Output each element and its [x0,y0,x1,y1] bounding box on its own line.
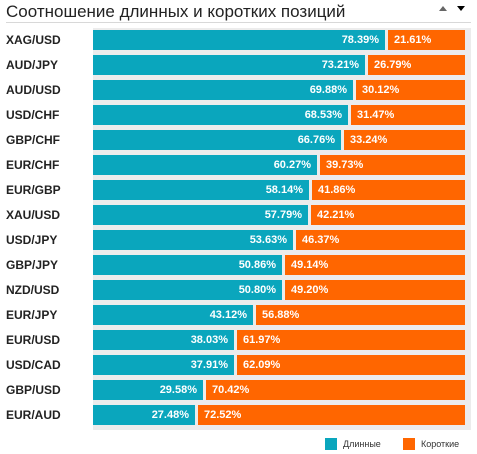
bar-row: XAU/USD 57.79% 42.21% [0,205,470,225]
bar-long: 27.48% [93,405,195,425]
bar-long: 29.58% [93,380,203,400]
category-label: NZD/USD [6,283,60,297]
bar-long: 57.79% [93,205,308,225]
triangle-up-icon[interactable] [437,3,449,14]
bar-short: 41.86% [312,180,465,200]
bar-row: XAG/USD 78.39% 21.61% [0,30,470,50]
category-label: AUD/JPY [6,58,59,72]
bar-row: GBP/CHF 66.76% 33.24% [0,130,470,150]
category-label: XAU/USD [6,208,61,222]
bar-long: 53.63% [93,230,293,250]
bar-long: 68.53% [93,105,348,125]
bar-row: EUR/USD 38.03% 61.97% [0,330,470,350]
bar-short: 49.20% [285,280,465,300]
bar-short: 49.14% [285,255,465,275]
title-divider [6,22,471,23]
bar-row: EUR/CHF 60.27% 39.73% [0,155,470,175]
bar-row: USD/CAD 37.91% 62.09% [0,355,470,375]
bar-long: 43.12% [93,305,253,325]
legend-swatch-short [403,438,415,450]
bar-long: 50.80% [93,280,282,300]
bar-long: 38.03% [93,330,234,350]
legend-label-short: Короткие [421,439,460,449]
category-label: USD/CHF [6,108,60,122]
bar-long: 69.88% [93,80,353,100]
bar-short: 26.79% [368,55,465,75]
legend-swatch-long [325,438,337,450]
bar-long: 50.86% [93,255,282,275]
triangle-down-icon[interactable] [455,3,467,14]
category-label: USD/CAD [6,358,61,372]
category-label: GBP/USD [6,383,61,397]
legend-item-short: Короткие [403,437,459,451]
legend-label-long: Длинные [343,439,381,449]
bar-short: 42.21% [311,205,465,225]
category-label: EUR/USD [6,333,61,347]
category-label: AUD/USD [6,83,61,97]
bar-short: 21.61% [388,30,465,50]
bar-row: AUD/USD 69.88% 30.12% [0,80,470,100]
category-label: EUR/JPY [6,308,58,322]
bar-short: 70.42% [206,380,465,400]
bar-short: 39.73% [320,155,465,175]
bar-row: USD/JPY 53.63% 46.37% [0,230,470,250]
bar-short: 33.24% [344,130,465,150]
bar-long: 78.39% [93,30,385,50]
bar-short: 62.09% [237,355,465,375]
bar-short: 56.88% [256,305,465,325]
category-label: EUR/CHF [6,158,60,172]
bar-long: 58.14% [93,180,309,200]
bar-short: 61.97% [237,330,465,350]
category-label: EUR/GBP [6,183,61,197]
category-label: USD/JPY [6,233,58,247]
category-label: XAG/USD [6,33,61,47]
bar-short: 72.52% [198,405,465,425]
bar-long: 60.27% [93,155,317,175]
bar-row: GBP/JPY 50.86% 49.14% [0,255,470,275]
bar-row: AUD/JPY 73.21% 26.79% [0,55,470,75]
bar-long: 73.21% [93,55,365,75]
bar-row: NZD/USD 50.80% 49.20% [0,280,470,300]
bar-row: EUR/AUD 27.48% 72.52% [0,405,470,425]
category-label: GBP/JPY [6,258,59,272]
category-label: GBP/CHF [6,133,60,147]
bar-short: 46.37% [296,230,465,250]
bar-short: 31.47% [351,105,465,125]
bar-row: GBP/USD 29.58% 70.42% [0,380,470,400]
bar-long: 37.91% [93,355,234,375]
bar-short: 30.12% [356,80,465,100]
bar-row: USD/CHF 68.53% 31.47% [0,105,470,125]
category-label: EUR/AUD [6,408,61,422]
page-title: Соотношение длинных и коротких позиций [6,2,346,21]
legend-item-long: Длинные [325,437,381,451]
bar-long: 66.76% [93,130,341,150]
bar-row: EUR/GBP 58.14% 41.86% [0,180,470,200]
bar-row: EUR/JPY 43.12% 56.88% [0,305,470,325]
